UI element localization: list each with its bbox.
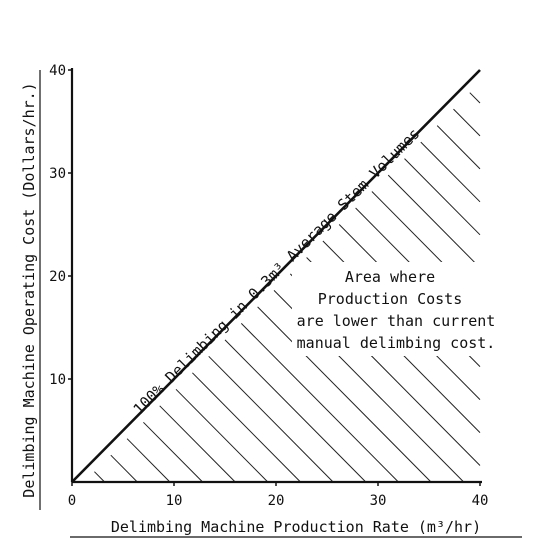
hatched-region: [94, 92, 498, 483]
hatch-line: [94, 471, 105, 483]
y-tick-label: 30: [49, 166, 66, 182]
hatch-line: [436, 125, 481, 170]
hatch-line: [257, 306, 432, 483]
x-tick-label: 10: [166, 493, 183, 509]
axes: [68, 68, 482, 486]
hatch-line: [453, 108, 481, 137]
region-label-line-4: manual delimbing cost.: [297, 334, 496, 352]
annotation-background: [292, 262, 498, 356]
x-tick-label: 20: [268, 493, 285, 509]
x-tick-label: 0: [68, 493, 76, 509]
hatch-line: [469, 92, 481, 104]
hatch-line: [143, 421, 203, 483]
hatch-line: [159, 405, 236, 483]
region-label-line-1: Area where: [345, 268, 435, 286]
x-axis-title: Delimbing Machine Production Rate (m³/hr…: [111, 518, 481, 536]
hatch-line: [208, 355, 334, 483]
y-tick-label: 20: [49, 269, 66, 285]
hatch-line: [224, 339, 367, 483]
x-tick-label: 40: [472, 493, 489, 509]
series-layer: [71, 69, 481, 483]
y-axis-title: Delimbing Machine Operating Cost (Dollar…: [20, 82, 38, 497]
tick-labels: 0 10 20 30 40 10 20 30 40: [49, 63, 488, 509]
y-tick-label: 40: [49, 63, 66, 79]
region-label-line-3: are lower than current: [297, 312, 496, 330]
hatch-line: [387, 174, 481, 269]
hatch-line: [126, 438, 171, 483]
break-even-line: [71, 69, 481, 483]
region-label-line-2: Production Costs: [318, 290, 463, 308]
hatch-line: [175, 388, 269, 483]
hatch-line: [192, 372, 301, 483]
hatch-line: [404, 158, 481, 236]
hatch-line: [420, 141, 481, 203]
hatch-line: [110, 454, 138, 483]
y-tick-label: 10: [49, 372, 66, 388]
hatch-line: [240, 323, 399, 483]
region-annotation: Area where Production Costs are lower th…: [297, 268, 496, 352]
x-tick-label: 30: [370, 493, 387, 509]
